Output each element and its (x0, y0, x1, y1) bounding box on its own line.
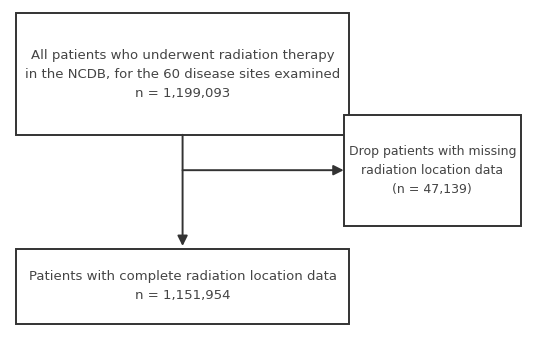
Bar (344, 115, 521, 226)
Text: Drop patients with missing
radiation location data
(n = 47,139): Drop patients with missing radiation loc… (349, 145, 516, 196)
Bar (16, 249, 349, 324)
Text: All patients who underwent radiation therapy
in the NCDB, for the 60 disease sit: All patients who underwent radiation the… (25, 49, 340, 100)
Bar (16, 13, 349, 135)
Text: Patients with complete radiation location data
n = 1,151,954: Patients with complete radiation locatio… (28, 271, 337, 302)
